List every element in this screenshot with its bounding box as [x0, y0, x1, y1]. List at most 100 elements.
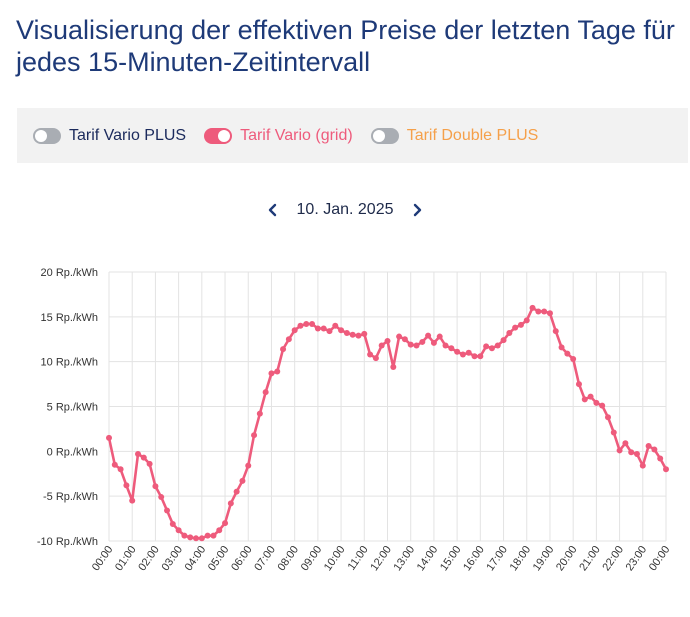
data-point [558, 344, 565, 351]
data-point [378, 342, 385, 349]
x-tick-label: 03:00 [159, 544, 185, 573]
data-point [152, 483, 159, 490]
data-point [396, 333, 403, 340]
data-point [663, 466, 669, 473]
data-point [320, 325, 327, 332]
data-point [303, 321, 310, 328]
legend-item-double-plus[interactable]: Tarif Double PLUS [370, 127, 538, 145]
x-tick-label: 06:00 [229, 544, 255, 573]
data-point [187, 534, 194, 541]
legend-item-vario-plus[interactable]: Tarif Vario PLUS [33, 127, 186, 145]
data-point [529, 304, 536, 311]
x-tick-label: 00:00 [647, 544, 673, 573]
x-tick-label: 01:00 [113, 544, 139, 573]
data-point [477, 353, 484, 360]
data-point [454, 348, 461, 355]
legend-label-vario-plus: Tarif Vario PLUS [69, 126, 187, 144]
x-tick-label: 08:00 [276, 544, 302, 573]
data-point [239, 477, 246, 484]
data-point [413, 342, 420, 349]
chevron-left-icon [268, 203, 276, 217]
data-point [355, 332, 362, 339]
data-point [193, 535, 200, 542]
legend-item-vario-grid[interactable]: Tarif Vario (grid) [204, 127, 353, 145]
data-point [512, 324, 519, 331]
x-tick-label: 16:00 [461, 544, 487, 573]
data-point [129, 497, 136, 504]
data-point [442, 342, 449, 349]
data-point [506, 329, 513, 336]
toggle-double-plus[interactable] [370, 127, 399, 144]
y-tick-label: 5 Rp./kWh [47, 402, 98, 414]
data-point [297, 322, 304, 329]
y-tick-label: -10 Rp./kWh [37, 536, 98, 548]
data-point [198, 535, 205, 542]
toggle-knob [35, 129, 47, 142]
data-point [169, 520, 176, 527]
toggle-vario-plus[interactable] [33, 127, 61, 144]
x-tick-label: 11:00 [346, 544, 371, 573]
data-point [639, 462, 646, 469]
x-tick-label: 02:00 [136, 544, 162, 573]
data-point [500, 337, 507, 344]
data-point [459, 351, 466, 358]
data-point [657, 455, 664, 462]
data-point [175, 527, 182, 534]
data-point [471, 353, 478, 360]
y-tick-label: 20 Rp./kWh [41, 267, 98, 279]
data-point [233, 488, 240, 495]
x-tick-label: 09:00 [299, 544, 325, 573]
data-point [164, 507, 171, 514]
data-point [651, 446, 658, 453]
data-point [645, 442, 652, 449]
data-point [140, 454, 147, 461]
data-point [268, 370, 275, 377]
data-point [494, 342, 501, 349]
data-point [135, 451, 142, 458]
data-point [343, 329, 350, 336]
data-point [419, 338, 426, 345]
data-point [123, 482, 130, 489]
data-point [274, 368, 281, 375]
x-tick-label: 15:00 [438, 544, 464, 573]
previous-day-button[interactable] [263, 200, 283, 220]
data-point [262, 389, 269, 396]
x-tick-label: 20:00 [554, 544, 580, 573]
data-point [349, 331, 356, 338]
data-point [158, 494, 165, 501]
data-point [245, 462, 252, 469]
data-point [227, 500, 234, 507]
toggle-vario-grid[interactable] [204, 127, 233, 144]
x-tick-label: 22:00 [600, 544, 626, 573]
x-tick-label: 13:00 [392, 544, 418, 573]
data-point [523, 317, 530, 324]
data-point [604, 414, 611, 421]
data-point [448, 345, 455, 352]
x-tick-label: 14:00 [415, 544, 441, 573]
toggle-knob [218, 129, 231, 142]
data-point [181, 532, 188, 539]
data-point [338, 327, 345, 334]
x-tick-label: 23:00 [624, 544, 650, 573]
x-tick-label: 04:00 [183, 544, 209, 573]
current-date: 10. Jan. 2025 [296, 201, 394, 218]
data-point [390, 364, 397, 371]
data-point [535, 308, 542, 315]
next-day-button[interactable] [407, 200, 427, 220]
data-point [575, 381, 582, 388]
x-tick-label: 19:00 [531, 544, 557, 573]
y-tick-label: 15 Rp./kWh [41, 312, 98, 324]
data-point [541, 308, 548, 315]
data-point [552, 328, 559, 335]
data-point [430, 339, 437, 346]
x-tick-label: 10:00 [322, 544, 348, 573]
data-point [251, 432, 258, 439]
data-point [587, 393, 594, 400]
x-tick-label: 12:00 [368, 544, 394, 573]
tariff-legend: Tarif Vario PLUS Tarif Vario (grid) Tari… [17, 108, 688, 163]
data-point [361, 330, 368, 337]
data-point [465, 349, 472, 356]
data-point [280, 346, 287, 353]
data-point [622, 440, 629, 447]
data-point [285, 336, 292, 343]
